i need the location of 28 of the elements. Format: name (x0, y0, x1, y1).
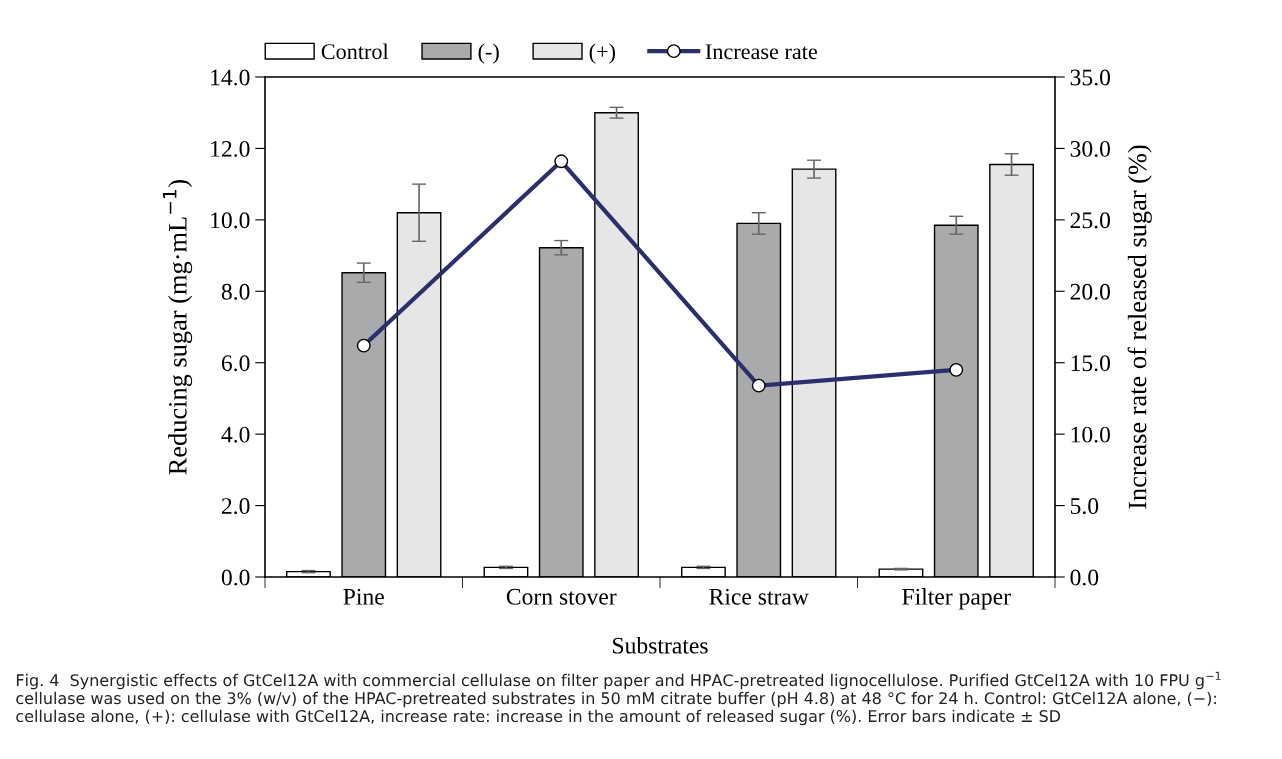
x-axis-title: Substrates (613, 637, 708, 654)
x-tick-label: Filter paper (902, 588, 1011, 610)
y2-tick-label: 5.0 (1070, 498, 1099, 515)
y2-axis-title: Increase rate of released sugar (%) (1127, 145, 1152, 509)
y2-tick-label: 25.0 (1070, 212, 1110, 229)
y-tick-label: 0.0 (221, 569, 250, 586)
y-tick-label: 6.0 (221, 355, 250, 372)
y2-tick-label: 35.0 (1070, 69, 1110, 86)
y-axis-title: Reducing sugar (mg·mL$^{−1}$) (162, 180, 193, 475)
y-tick-label: 14.0 (211, 69, 250, 86)
y-tick-label: 10.0 (211, 212, 250, 229)
y-tick-label: 4.0 (221, 426, 250, 443)
y-tick-label: 8.0 (221, 283, 250, 300)
legend-label: (-) (478, 43, 499, 64)
x-tick-label: Corn stover (506, 588, 617, 605)
legend-label: Control (321, 43, 389, 60)
y2-tick-label: 15.0 (1071, 355, 1110, 372)
x-tick-label: Pine (343, 588, 384, 605)
legend-label: Increase rate (705, 44, 817, 60)
x-tick-label: Rice straw (709, 588, 809, 605)
y2-tick-label: 10.0 (1071, 426, 1110, 443)
y-tick-label: 12.0 (211, 140, 250, 157)
y-tick-label: 2.0 (221, 498, 250, 515)
caption: Fig. 4 Synergistic effects of GtCel12A with commercial cellulase on filter paper and HPAC-pretreated lignocellulose. Purified GtCel12A with 10 FPU g$^{−1}$ cellulase was used on the 3% (w/v) of the HPAC-pretreated substrates in 50 mM citrate buffer (pH 4.8) at 48 °C for 24 h. Control: GtCel12A alone, (−): cellulase alone, (+): cellulase with GtCel12A, increase rate: increase in the amount of released sugar (%). Error bars indicate ± SD (16, 671, 1221, 726)
y2-tick-label: 20.0 (1070, 283, 1110, 300)
y2-tick-label: 0.0 (1070, 569, 1099, 586)
legend-label: (+) (589, 43, 616, 64)
y2-tick-label: 30.0 (1070, 140, 1110, 157)
